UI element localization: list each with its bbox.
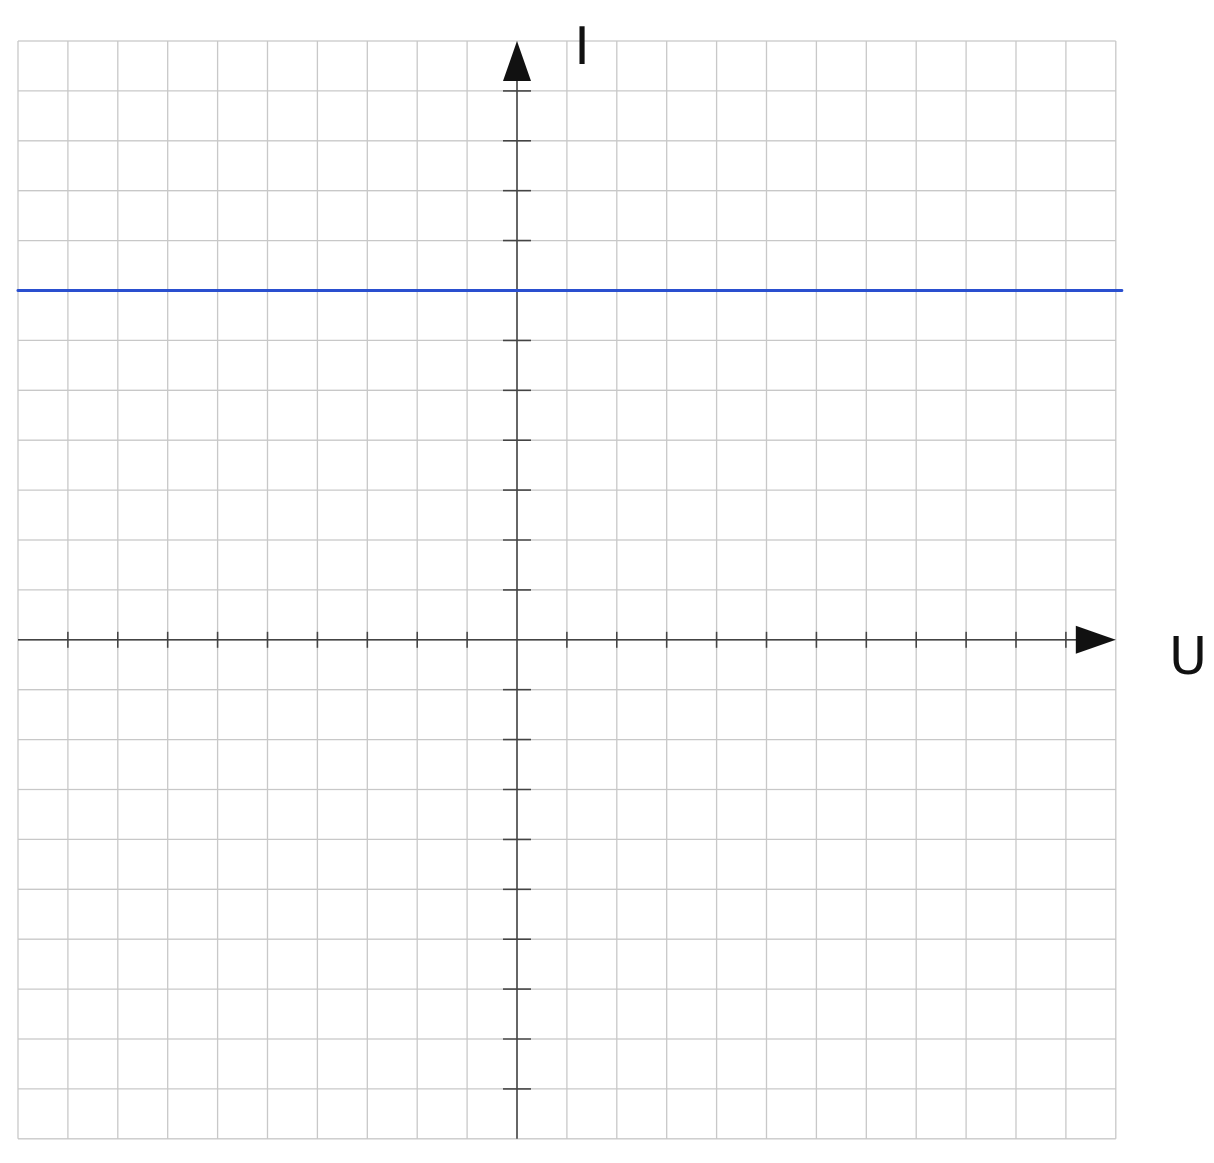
- y-axis-arrow: [503, 41, 531, 81]
- ticks: [67, 90, 1067, 1090]
- grid: [17, 40, 1117, 1140]
- x-axis-label: U: [1169, 627, 1207, 687]
- y-axis-label: I: [574, 17, 589, 77]
- axes: [18, 41, 1116, 1139]
- x-axis-arrow: [1075, 625, 1116, 654]
